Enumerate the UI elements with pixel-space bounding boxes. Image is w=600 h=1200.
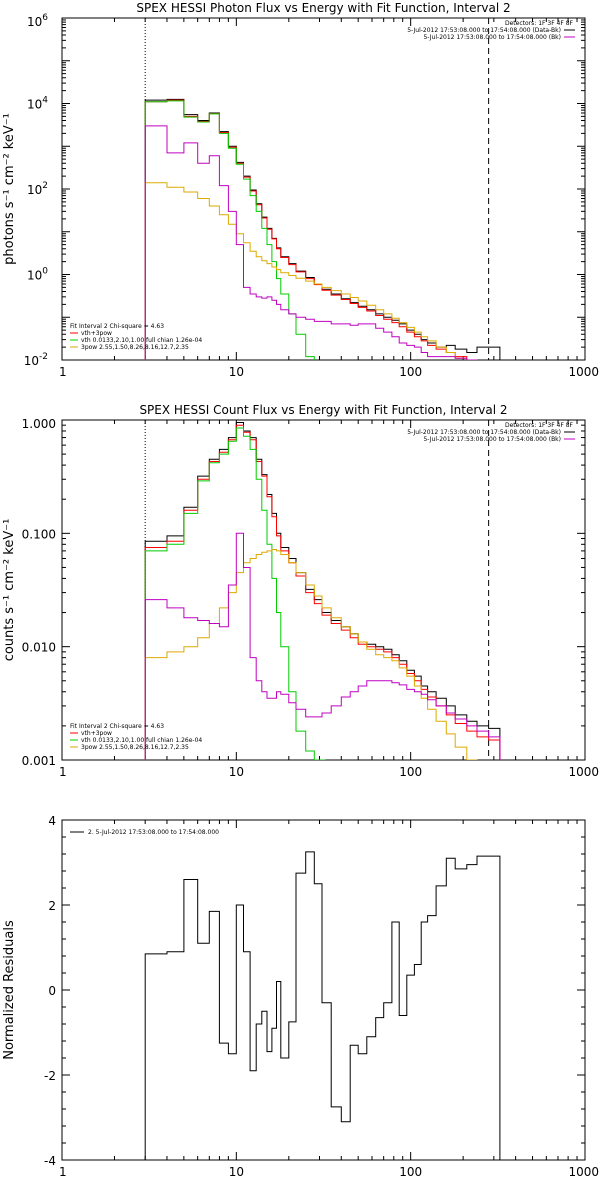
y-tick-exponent: 4 — [42, 96, 48, 106]
legend-label: 5-Jul-2012 17:53:08.000 to 17:54:08.000 … — [407, 429, 561, 436]
y-tick-label: -2 — [44, 1069, 56, 1083]
y-axis-label: photons s⁻¹ cm⁻² keV⁻¹ — [2, 113, 17, 265]
x-tick-label: 1 — [59, 1165, 67, 1179]
x-tick-label: 100 — [399, 365, 422, 379]
x-tick-label: 1000 — [568, 1165, 599, 1179]
fit-legend-label: vth+3pow — [81, 330, 112, 337]
legend-header: Detectors: 1F 3F 4F 8F — [505, 422, 574, 429]
y-tick-label: 0.100 — [22, 527, 56, 541]
legend-label: 2. 5-Jul-2012 17:53:08.000 to 17:54:08.0… — [88, 829, 219, 836]
plot-frame — [61, 819, 586, 1161]
series-line-3pow — [144, 549, 501, 760]
fit-legend-label: vth+3pow — [81, 730, 112, 737]
fit-legend-label: vth 0.0133,2.10,1.00 full chian 1.26e-04 — [81, 737, 202, 744]
y-tick-label: 104 — [27, 96, 48, 112]
y-axis-label: Normalized Residuals — [2, 920, 17, 1060]
legend-label: 5-Jul-2012 17:53:08.000 to 17:54:08.000 … — [423, 436, 561, 443]
plot-area — [144, 18, 501, 360]
y-tick-label: 1.000 — [22, 417, 56, 431]
x-tick-label: 10 — [229, 365, 244, 379]
legend-label: 5-Jul-2012 17:53:08.000 to 17:54:08.000 … — [407, 27, 561, 34]
y-tick-exponent: 0 — [42, 267, 48, 277]
fit-legend-label: 3pow 2.55,1.50,8.26,8.16,12.7,2.35 — [81, 744, 189, 751]
y-axis-label: counts s⁻¹ cm⁻² keV⁻¹ — [2, 519, 17, 662]
y-tick-base: 10 — [24, 354, 39, 368]
y-tick-base: 10 — [27, 183, 42, 197]
plot-area — [144, 420, 501, 760]
series-line-2-5-jul-2012-17-53-08-000-to-17-54-08-000 — [144, 851, 501, 1160]
chart-title: SPEX HESSI Photon Flux vs Energy with Fi… — [136, 1, 510, 15]
plot-frame — [61, 17, 586, 361]
series-line-bk — [144, 532, 501, 760]
legend-header: Detectors: 1F 3F 4F 8F — [505, 20, 574, 27]
y-tick-label: 4 — [48, 814, 56, 828]
x-tick-label: 1000 — [568, 765, 599, 779]
series-line-vth-3pow — [144, 99, 501, 360]
y-tick-label: 0 — [48, 984, 56, 998]
y-tick-label: 0.001 — [22, 754, 56, 768]
y-tick-base: 10 — [27, 269, 42, 283]
chart-title: SPEX HESSI Count Flux vs Energy with Fit… — [139, 403, 507, 417]
residuals-chart: 1 10 100 1000 -4 -2 0 2 4 Normalized Residuals 2. … — [2, 814, 599, 1179]
x-tick-label: 1 — [59, 765, 67, 779]
fit-legend-label: 3pow 2.55,1.50,8.26,8.16,12.7,2.35 — [81, 344, 189, 351]
y-tick-label: 2 — [48, 899, 56, 913]
y-tick-exponent: -2 — [39, 352, 48, 362]
series-line-bk — [144, 125, 501, 360]
y-tick-base: 10 — [27, 15, 42, 29]
plot-area — [144, 851, 501, 1160]
series-line-vth — [144, 427, 326, 760]
series-line-vth — [144, 100, 326, 360]
plot-frame — [61, 419, 586, 761]
y-tick-label: 100 — [27, 267, 48, 283]
legend-label: 5-Jul-2012 17:53:08.000 to 17:54:08.000 … — [423, 34, 561, 41]
y-tick-label: -4 — [44, 1154, 56, 1168]
y-tick-label: 0.010 — [22, 641, 56, 655]
x-tick-label: 100 — [399, 765, 422, 779]
count-flux-chart: SPEX HESSI Count Flux vs Energy with Fit… — [2, 403, 599, 779]
photon-flux-chart: SPEX HESSI Photon Flux vs Energy with Fi… — [2, 1, 599, 379]
fit-header: Fit Interval 2 Chi-square = 4.63 — [70, 723, 164, 730]
x-tick-label: 100 — [399, 1165, 422, 1179]
y-tick-base: 10 — [27, 98, 42, 112]
fit-legend-label: vth 0.0133,2.10,1.00 full chian 1.26e-04 — [81, 337, 202, 344]
y-tick-label: 10-2 — [24, 352, 48, 368]
x-tick-label: 10 — [229, 765, 244, 779]
y-tick-label: 102 — [27, 181, 48, 197]
series-line-vth-3pow — [144, 424, 501, 760]
series-line-3pow — [144, 182, 501, 360]
y-tick-label: 106 — [27, 13, 48, 29]
y-tick-exponent: 2 — [42, 181, 48, 191]
x-tick-label: 1000 — [568, 365, 599, 379]
fit-header: Fit Interval 2 Chi-square = 4.63 — [70, 323, 164, 330]
y-tick-exponent: 6 — [42, 13, 48, 23]
x-tick-label: 1 — [59, 365, 67, 379]
x-tick-label: 10 — [229, 1165, 244, 1179]
